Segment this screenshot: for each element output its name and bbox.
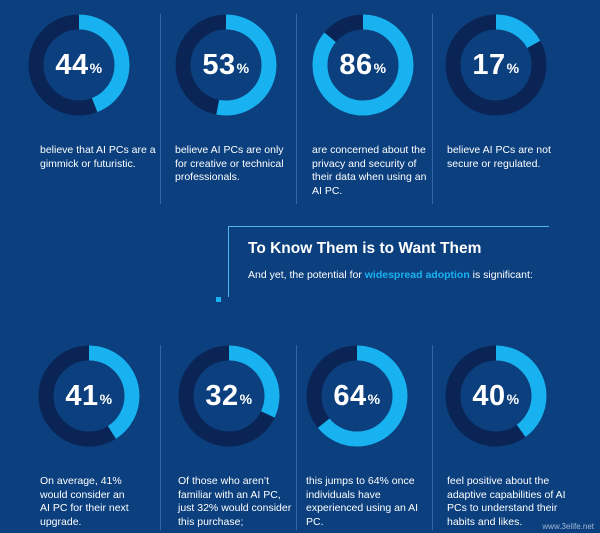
donut-chart: 17% — [445, 14, 547, 116]
stat-description: are concerned about the privacy and secu… — [312, 144, 427, 197]
stat-description: believe that AI PCs are a gimmick or fut… — [40, 144, 156, 170]
column-divider — [160, 345, 161, 530]
percent-sign: % — [239, 391, 253, 407]
donut-arc — [306, 345, 408, 447]
percent-sign: % — [506, 60, 520, 76]
donut-chart: 40% — [445, 345, 547, 447]
column-divider — [296, 345, 297, 530]
donut-arc — [312, 14, 414, 116]
donut-svg — [306, 345, 408, 447]
callout-text: And yet, the potential for widespread ad… — [248, 269, 533, 281]
callout-text-before: And yet, the potential for — [248, 269, 365, 281]
stat-number: 17 — [472, 48, 506, 81]
callout-bracket — [228, 226, 549, 297]
stat-description: On average, 41% would consider an AI PC … — [40, 475, 129, 528]
column-divider — [160, 14, 161, 204]
stat-description: Of those who aren’t familiar with an AI … — [178, 475, 292, 528]
percent-sign: % — [373, 60, 387, 76]
donut-svg — [178, 345, 280, 447]
donut-chart: 64% — [306, 345, 408, 447]
callout-heading: To Know Them is to Want Them — [248, 240, 482, 257]
donut-svg — [38, 345, 140, 447]
donut-chart: 86% — [312, 14, 414, 116]
stat-description: believe AI PCs are not secure or regulat… — [447, 144, 551, 170]
percent-sign: % — [367, 391, 381, 407]
callout-highlight: widespread adoption — [364, 269, 470, 281]
stat-value: 44% — [28, 14, 130, 116]
callout-box: To Know Them is to Want Them And yet, th… — [216, 226, 550, 302]
stat-description: feel positive about the adaptive capabil… — [447, 475, 566, 528]
donut-chart: 53% — [175, 14, 277, 116]
percent-sign: % — [506, 391, 520, 407]
donut-svg — [28, 14, 130, 116]
stat-value: 17% — [445, 14, 547, 116]
stat-value: 32% — [178, 345, 280, 447]
donut-chart: 44% — [28, 14, 130, 116]
callout-text-after: is significant: — [469, 269, 533, 281]
watermark-text: www.3elife.net — [542, 522, 594, 531]
stat-number: 44 — [55, 48, 89, 81]
donut-chart: 41% — [38, 345, 140, 447]
stat-number: 86 — [339, 48, 373, 81]
stat-number: 64 — [333, 379, 367, 412]
stat-number: 41 — [65, 379, 99, 412]
donut-arc — [178, 345, 280, 447]
donut-chart: 32% — [178, 345, 280, 447]
column-divider — [296, 14, 297, 204]
stat-number: 40 — [472, 379, 506, 412]
percent-sign: % — [99, 391, 113, 407]
percent-sign: % — [236, 60, 250, 76]
donut-svg — [175, 14, 277, 116]
column-divider — [432, 14, 433, 204]
donut-arc — [445, 345, 547, 447]
stat-value: 86% — [312, 14, 414, 116]
stat-value: 40% — [445, 345, 547, 447]
donut-svg — [445, 345, 547, 447]
column-divider — [432, 345, 433, 530]
stat-description: believe AI PCs are only for creative or … — [175, 144, 284, 183]
donut-svg — [312, 14, 414, 116]
stat-number: 32 — [205, 379, 239, 412]
stat-description: this jumps to 64% once individuals have … — [306, 475, 419, 528]
stat-value: 53% — [175, 14, 277, 116]
donut-arc — [445, 14, 547, 116]
donut-arc — [28, 14, 130, 116]
donut-svg — [445, 14, 547, 116]
accent-square — [216, 297, 221, 302]
percent-sign: % — [89, 60, 103, 76]
donut-arc — [38, 345, 140, 447]
stat-value: 64% — [306, 345, 408, 447]
stat-value: 41% — [38, 345, 140, 447]
stat-number: 53 — [202, 48, 236, 81]
donut-arc — [175, 14, 277, 116]
